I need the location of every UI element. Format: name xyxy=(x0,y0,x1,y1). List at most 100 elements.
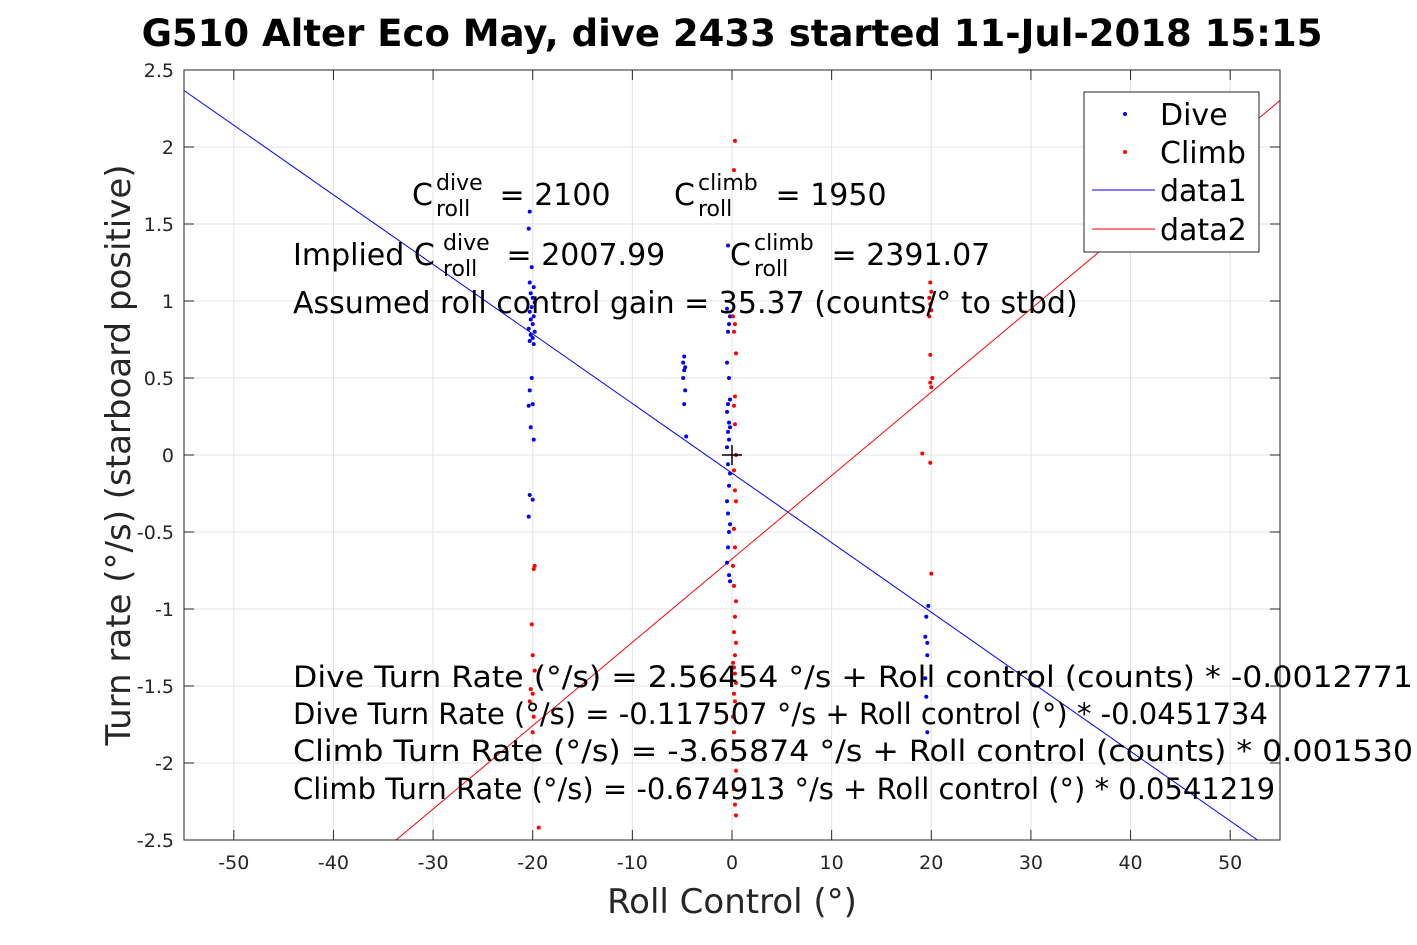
dive-point-29 xyxy=(681,360,686,365)
climb-point-32 xyxy=(731,787,736,792)
dive-point-44 xyxy=(726,402,731,407)
dive-point-42 xyxy=(727,376,732,380)
dive-point-45 xyxy=(725,409,730,414)
dive-point-25 xyxy=(527,493,532,498)
y-tick-label: 2.5 xyxy=(144,60,174,82)
climb-point-49 xyxy=(928,302,933,307)
dive-point-67 xyxy=(923,676,928,681)
dive-point-16 xyxy=(530,335,535,340)
dive-point-8 xyxy=(529,305,534,310)
dive-point-14 xyxy=(532,329,537,334)
dive-point-48 xyxy=(726,429,731,434)
climb-point-38 xyxy=(530,653,535,658)
c-dive-sub: roll xyxy=(436,197,470,222)
climb-point-43 xyxy=(531,714,536,719)
legend-label-dive: Dive xyxy=(1160,98,1228,133)
climb-point-25 xyxy=(733,680,738,685)
climb-point-31 xyxy=(733,768,738,773)
climb-point-0 xyxy=(732,138,737,143)
dive-point-55 xyxy=(726,511,731,516)
dive-point-64 xyxy=(926,603,931,608)
y-tick-label: -0.5 xyxy=(137,522,174,544)
y-tick-label: 2 xyxy=(162,137,174,159)
dive-point-53 xyxy=(727,483,732,488)
dive-point-46 xyxy=(727,420,732,425)
dive-point-10 xyxy=(531,314,536,319)
climb-point-8 xyxy=(732,422,737,427)
dive-point-43 xyxy=(728,397,733,402)
climb-point-44 xyxy=(530,730,535,735)
dive-point-39 xyxy=(727,322,732,327)
legend-marker-dive xyxy=(1123,112,1127,116)
fit-equation-4: Climb Turn Rate (°/s) = -0.674913 °/s + … xyxy=(293,772,1275,806)
c-dive-value: = 2100 xyxy=(490,178,611,213)
annotation-gain: Assumed roll control gain = 35.37 (count… xyxy=(293,286,1078,321)
climb-point-55 xyxy=(929,385,934,390)
dive-point-60 xyxy=(727,573,732,578)
climb-point-15 xyxy=(730,563,735,568)
dive-point-54 xyxy=(725,499,730,504)
climb-point-7 xyxy=(731,403,736,408)
y-tick-label: 1.5 xyxy=(144,214,174,236)
dive-point-41 xyxy=(725,360,730,365)
annotation-implied-dive: Implied C dive roll = 2007.99 xyxy=(293,231,665,282)
climb-point-30 xyxy=(732,745,737,750)
dive-point-35 xyxy=(684,434,689,439)
dive-point-1 xyxy=(526,226,531,231)
implied-dive-prefix: Implied C xyxy=(293,238,435,273)
climb-point-57 xyxy=(928,460,933,465)
dive-point-21 xyxy=(530,402,535,407)
svg-text:C: C xyxy=(412,178,433,213)
y-tick-label: 0.5 xyxy=(144,368,174,390)
dive-point-49 xyxy=(727,437,732,442)
dive-point-27 xyxy=(526,514,531,519)
ticks: -50 -40 -30 -20 -10 0 10 20 30 40 50-2.5-2-1.5-1-0… xyxy=(137,60,1280,874)
x-tick-label: -10 xyxy=(617,852,648,874)
climb-point-50 xyxy=(929,308,934,313)
climb-point-6 xyxy=(732,394,737,399)
climb-point-23 xyxy=(731,665,736,670)
dive-point-57 xyxy=(727,530,732,534)
x-tick-label: -50 xyxy=(218,852,249,874)
dive-point-56 xyxy=(728,522,733,527)
fit-line-data1 xyxy=(183,90,1258,841)
climb-point-5 xyxy=(733,351,738,356)
y-tick-label: -1 xyxy=(155,599,174,621)
fit-equation-1: Dive Turn Rate (°/s) = 2.56454 °/s + Rol… xyxy=(293,660,1413,694)
dive-point-62 xyxy=(923,634,928,639)
climb-point-10 xyxy=(731,468,736,473)
dive-point-36 xyxy=(726,243,731,248)
x-axis-label: Roll Control (°) xyxy=(607,882,857,922)
dive-point-17 xyxy=(527,339,532,344)
dive-point-28 xyxy=(682,354,687,359)
climb-point-20 xyxy=(733,640,738,645)
climb-point-26 xyxy=(731,691,736,696)
c-climb-base: C xyxy=(674,178,695,213)
dive-point-11 xyxy=(528,317,533,322)
implied-dive-sup: dive xyxy=(443,231,490,256)
c-climb-sub: roll xyxy=(698,197,732,222)
climb-point-41 xyxy=(530,691,535,696)
y-tick-label: -2 xyxy=(155,753,174,775)
implied-dive-sub: roll xyxy=(443,257,477,282)
climb-point-39 xyxy=(532,668,537,673)
dive-point-38 xyxy=(728,314,733,319)
climb-point-4 xyxy=(731,329,736,334)
x-tick-label: 30 xyxy=(1019,852,1043,874)
dive-point-30 xyxy=(683,365,688,370)
climb-point-45 xyxy=(536,825,541,830)
climb-point-13 xyxy=(731,526,736,531)
legend-label-climb: Climb xyxy=(1160,136,1246,171)
dive-point-22 xyxy=(526,403,531,408)
climb-point-52 xyxy=(928,352,933,357)
annotation-implied-climb: C climb roll = 2391.07 xyxy=(730,231,990,282)
dive-point-52 xyxy=(728,471,733,476)
fit-equation-2: Dive Turn Rate (°/s) = -0.117507 °/s + R… xyxy=(293,697,1268,731)
climb-point-12 xyxy=(733,499,738,504)
dive-point-5 xyxy=(528,291,533,296)
x-tick-label: 20 xyxy=(919,852,943,874)
x-tick-label: -20 xyxy=(517,852,548,874)
climb-point-40 xyxy=(528,687,533,692)
dive-point-15 xyxy=(528,332,533,337)
